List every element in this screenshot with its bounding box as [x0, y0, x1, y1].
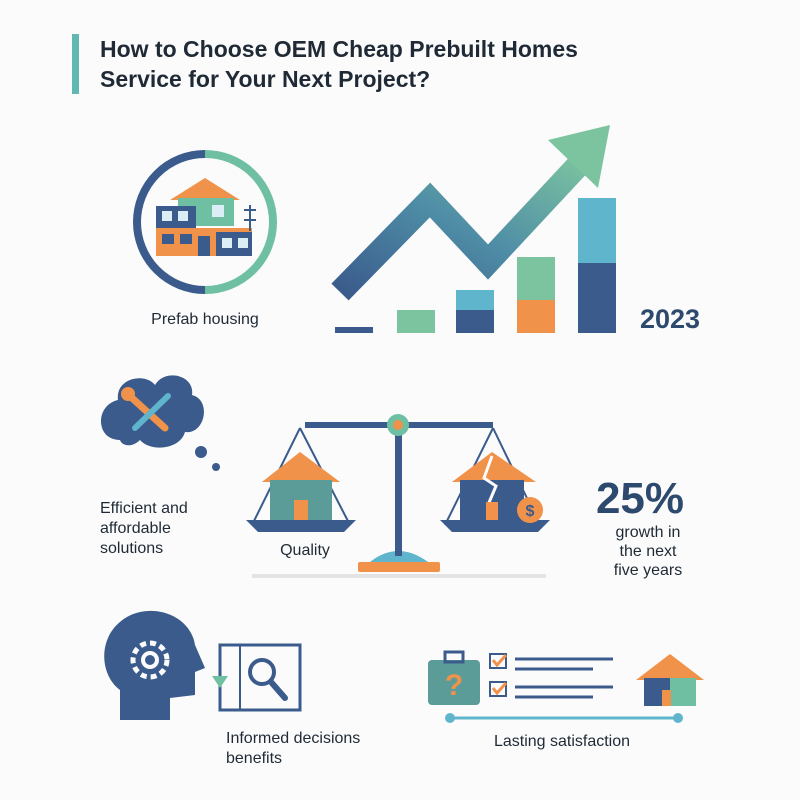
label: solutions: [100, 540, 163, 557]
svg-text:?: ?: [445, 669, 463, 702]
label: Quality: [280, 542, 330, 559]
scale: $: [246, 414, 550, 578]
label: the next: [620, 543, 677, 560]
svg-text:$: $: [526, 503, 535, 520]
headline: 25%: [596, 474, 684, 523]
label: affordable: [100, 520, 171, 537]
informed-icon: [104, 610, 302, 720]
title-line: How to Choose OEM Cheap Prebuilt Homes: [100, 36, 578, 62]
label: Efficient and: [100, 500, 188, 517]
label: benefits: [226, 750, 282, 767]
tools-bubble: [100, 375, 220, 471]
satisfaction-icon: ?: [428, 650, 704, 723]
label: growth in: [616, 524, 681, 541]
label: five years: [614, 562, 682, 579]
label: Lasting satisfaction: [494, 733, 630, 750]
year: 2023: [640, 304, 700, 334]
label: Prefab housing: [151, 311, 259, 328]
label: Informed decisions: [226, 730, 360, 747]
title-line: Service for Your Next Project?: [100, 66, 430, 92]
growth-graphic: [331, 125, 616, 333]
title-bar: [72, 34, 79, 94]
prefab-icon: [133, 150, 277, 294]
